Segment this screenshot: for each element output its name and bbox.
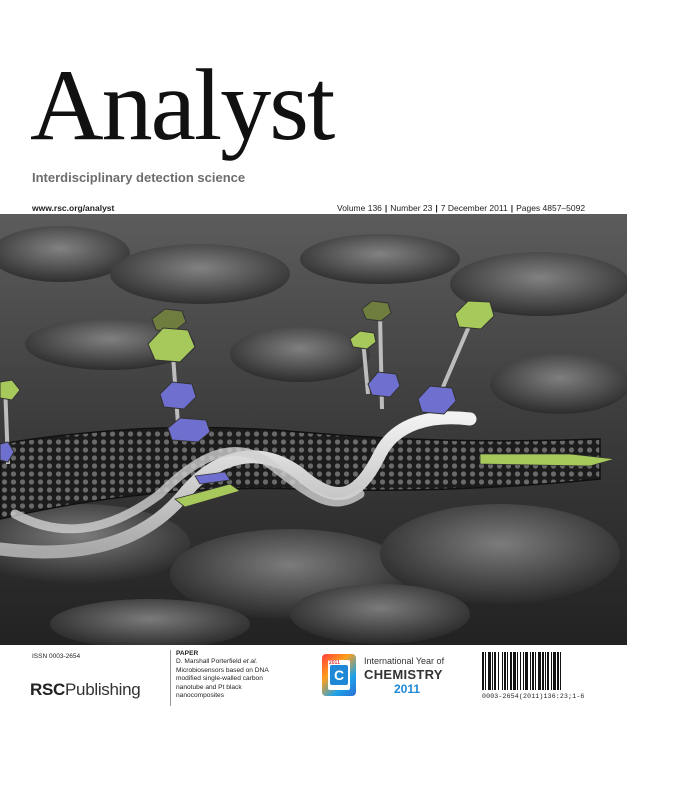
- chemistry-badge-icon: 2011 C: [322, 654, 356, 696]
- barcode-text: 0003-2654(2011)136:23;1-6: [482, 693, 585, 700]
- iyc-logo: 2011 C International Year of CHEMISTRY 2…: [322, 652, 472, 708]
- rsc-logo-prefix: RSC: [30, 680, 65, 699]
- rsc-publishing-logo: RSCPublishing: [30, 680, 141, 700]
- issue-volume: Volume 136: [337, 203, 382, 213]
- paper-title-line: nanotube and Pt black: [176, 683, 242, 691]
- journal-url[interactable]: www.rsc.org/analyst: [32, 203, 115, 213]
- cover-illustration: [0, 214, 627, 645]
- paper-label: PAPER: [176, 650, 199, 657]
- iyc-line3: 2011: [394, 682, 421, 696]
- issue-date: 7 December 2011: [440, 203, 508, 213]
- barcode-icon: [482, 652, 561, 690]
- featured-paper[interactable]: PAPER D. Marshall Porterfield et al. Mic…: [176, 650, 308, 700]
- paper-title-line: nanocomposites: [176, 692, 225, 700]
- iyc-line1: International Year of: [364, 656, 445, 666]
- issue-pages: Pages 4857–5092: [516, 203, 586, 213]
- issue-number: Number 23: [390, 203, 433, 213]
- issue-info: Volume 136 | Number 23 | 7 December 2011 | Pag…: [337, 203, 585, 213]
- issn-number: ISSN 0003-2654: [32, 653, 81, 660]
- iyc-line2: CHEMISTRY: [364, 667, 443, 682]
- paper-title-line: modified single-walled carbon: [176, 675, 263, 683]
- paper-title-line: Microbiosensors based on DNA: [176, 666, 269, 674]
- issue-separator: |: [384, 203, 388, 213]
- journal-subtitle: Interdisciplinary detection science: [32, 170, 246, 185]
- issue-separator: |: [435, 203, 438, 213]
- rsc-logo-suffix: Publishing: [65, 680, 141, 699]
- issue-separator: |: [510, 203, 514, 213]
- journal-title: Analyst: [30, 49, 335, 162]
- paper-authors: D. Marshall Porterfield et al.: [176, 658, 258, 666]
- footer-divider: [170, 650, 171, 706]
